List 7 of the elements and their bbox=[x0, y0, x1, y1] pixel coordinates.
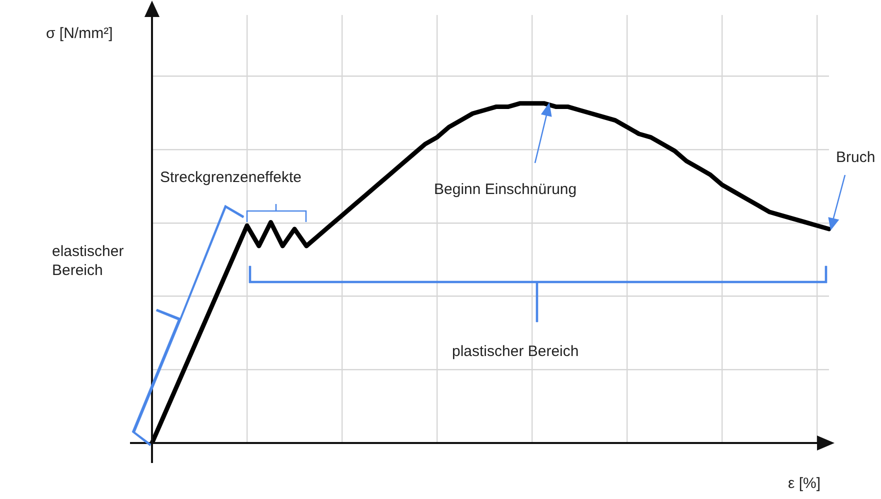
annotation: plastischer Bereich bbox=[452, 342, 579, 361]
y-axis-title: σ [N/mm²] bbox=[46, 24, 113, 43]
text: Bruch bbox=[836, 148, 876, 167]
text: elastischer Bereich bbox=[52, 242, 125, 280]
annotation: Beginn Einschnürung bbox=[434, 180, 577, 199]
x-axis-title: ε [%] bbox=[788, 474, 821, 493]
annotation: Streckgrenzeneffekte bbox=[160, 168, 302, 187]
